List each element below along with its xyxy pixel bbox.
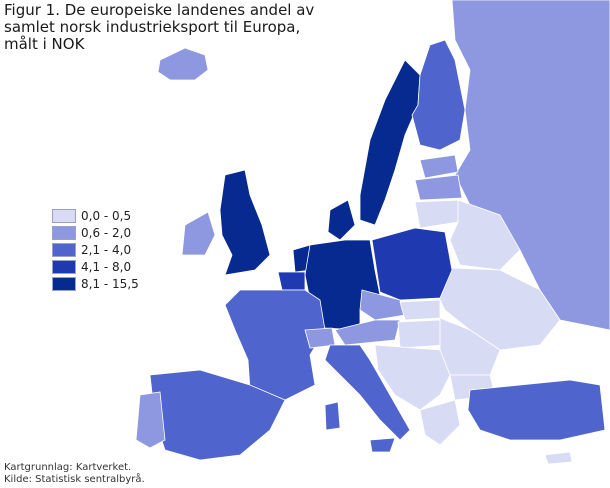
country-hungary (397, 319, 446, 349)
country-finland (411, 39, 466, 151)
country-denmark (327, 199, 356, 241)
country-sicily (369, 437, 396, 453)
legend-label: 0,6 - 2,0 (81, 226, 132, 240)
country-italy (324, 344, 411, 441)
country-estonia (419, 154, 459, 179)
legend-swatch (52, 260, 76, 274)
legend-swatch (52, 226, 76, 240)
country-czechia (359, 289, 406, 321)
country-austria (334, 319, 401, 346)
country-greece (419, 399, 461, 446)
country-poland (371, 227, 453, 301)
legend-item: 4,1 - 8,0 (52, 259, 139, 275)
source-line-2: Kilde: Statistisk sentralbyrå. (4, 474, 145, 485)
legend-swatch (52, 209, 76, 223)
country-france (224, 289, 326, 401)
legend-label: 0,0 - 0,5 (81, 209, 132, 223)
country-belgium (277, 271, 306, 291)
country-turkey (467, 379, 606, 441)
country-sardinia (324, 401, 341, 431)
country-lithuania (414, 199, 463, 229)
legend-swatch (52, 277, 76, 291)
legend-item: 0,6 - 2,0 (52, 225, 139, 241)
map-legend: 0,0 - 0,5 0,6 - 2,0 2,1 - 4,0 4,1 - 8,0 … (52, 208, 139, 293)
country-latvia (414, 174, 463, 201)
country-cyprus (544, 451, 573, 465)
title-line-2: samlet norsk industrieksport til Europa, (4, 18, 301, 36)
legend-label: 2,1 - 4,0 (81, 243, 132, 257)
legend-label: 4,1 - 8,0 (81, 260, 132, 274)
source-line-1: Kartgrunnlag: Kartverket. (4, 462, 132, 473)
title-line-3: målt i NOK (4, 35, 85, 53)
source-note: Kartgrunnlag: Kartverket. Kilde: Statist… (4, 462, 145, 486)
figure-title: Figur 1. De europeiske landenes andel av… (4, 2, 334, 53)
country-balkans (374, 344, 451, 411)
legend-item: 2,1 - 4,0 (52, 242, 139, 258)
country-portugal (135, 391, 166, 449)
country-iceland (157, 47, 209, 81)
legend-swatch (52, 243, 76, 257)
country-sweden (359, 59, 421, 226)
country-uk (219, 169, 271, 276)
legend-item: 8,1 - 15,5 (52, 276, 139, 292)
country-ireland (181, 211, 216, 256)
country-slovakia (399, 299, 441, 321)
country-belarus (449, 199, 521, 271)
legend-label: 8,1 - 15,5 (81, 277, 139, 291)
legend-item: 0,0 - 0,5 (52, 208, 139, 224)
title-line-1: Figur 1. De europeiske landenes andel av (4, 1, 315, 19)
